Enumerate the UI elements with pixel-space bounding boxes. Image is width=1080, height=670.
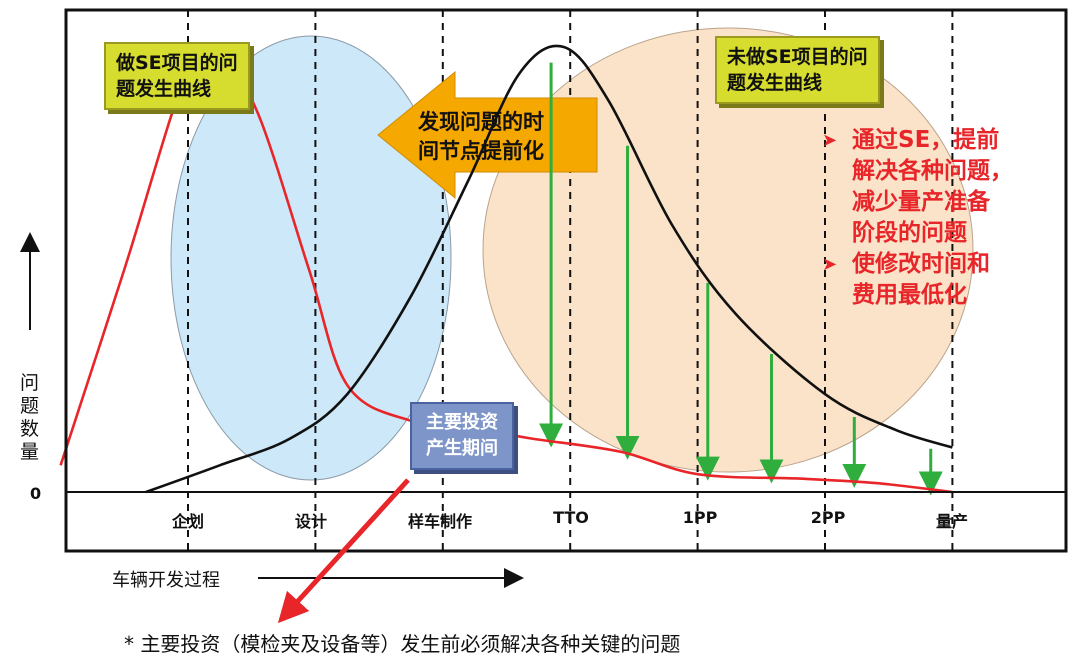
x-axis-label: 车辆开发过程 [112, 570, 220, 591]
no-se-issue-curve [145, 44, 953, 494]
se-benefit-line: 费用最低化 [852, 282, 967, 308]
no-se-curve-label-line: 题发生曲线 [727, 72, 823, 94]
investment-period-line: 产生期间 [426, 438, 498, 459]
investment-period-box: 主要投资 产生期间 [410, 402, 514, 470]
se-benefit-line: 解决各种问题， [852, 158, 1013, 184]
se-curve-label-box: 做SE项目的问 题发生曲线 [104, 42, 250, 110]
tick-label: 1PP [682, 508, 718, 527]
tick-label: 2PP [810, 508, 846, 527]
y-axis-label: 问题数量 [20, 372, 40, 463]
se-benefit-line: 使修改时间和 [852, 251, 990, 277]
se-benefits-list: ➤ 通过SE，提前 解决各种问题， 减少量产准备 阶段的问题 ➤ 使修改时间和 … [822, 125, 1013, 311]
se-benefit-line: 减少量产准备 [852, 189, 990, 215]
se-benefit-item: ➤ 通过SE，提前 解决各种问题， 减少量产准备 阶段的问题 [822, 125, 1013, 249]
tick-label: TTO [553, 508, 589, 527]
bullet-arrow-icon: ➤ [822, 130, 838, 151]
tick-label: 量产 [935, 512, 969, 531]
earlier-detection-text: 发现问题的时 间节点提前化 [418, 108, 544, 166]
tick-label: 企划 [171, 512, 205, 531]
se-benefit-line: 通过SE，提前 [852, 127, 1000, 153]
peach-ellipse [482, 27, 974, 473]
no-se-curve-label-box: 未做SE项目的问 题发生曲线 [715, 36, 880, 104]
se-curve-label-line: 做SE项目的问 [116, 52, 238, 74]
blue-ellipse [170, 35, 452, 481]
plot-frame [64, 8, 1068, 553]
se-benefit-line: 阶段的问题 [852, 220, 967, 246]
tick-label: 样车制作 [407, 512, 473, 531]
investment-red-arrow [277, 478, 410, 624]
earlier-detection-line: 间节点提前化 [418, 139, 544, 163]
bullet-arrow-icon: ➤ [822, 254, 838, 275]
y-zero-label: 0 [30, 484, 42, 503]
footnote: * 主要投资（模检夹及设备等）发生前必须解决各种关键的问题 [124, 632, 681, 656]
tick-label: 设计 [294, 512, 328, 531]
se-benefit-item: ➤ 使修改时间和 费用最低化 [822, 249, 1013, 311]
investment-period-line: 主要投资 [426, 412, 498, 433]
se-curve-label-line: 题发生曲线 [116, 78, 212, 100]
earlier-detection-line: 发现问题的时 [418, 110, 544, 134]
no-se-curve-label-line: 未做SE项目的问 [727, 46, 868, 68]
